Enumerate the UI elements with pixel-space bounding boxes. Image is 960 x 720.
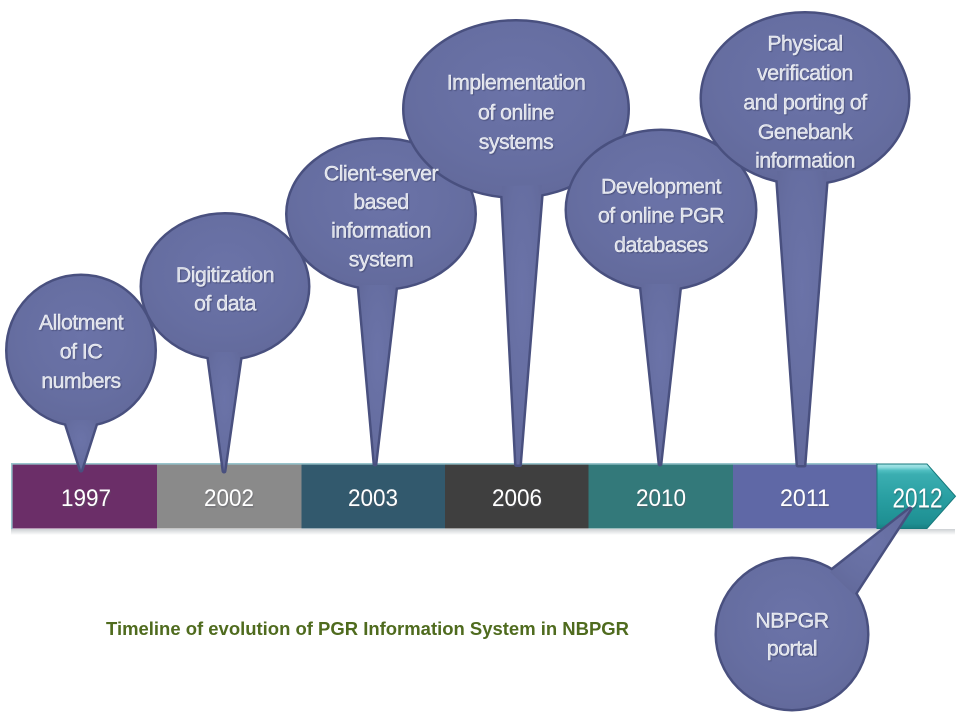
svg-text:information: information [331, 219, 431, 243]
svg-text:portal: portal [767, 637, 817, 661]
svg-text:information: information [755, 149, 855, 173]
svg-text:2012: 2012 [893, 483, 943, 514]
svg-text:Timeline of evolution of PGR I: Timeline of evolution of PGR Information… [106, 618, 629, 639]
svg-text:1997: 1997 [61, 485, 111, 512]
svg-text:numbers: numbers [41, 369, 120, 393]
svg-text:2003: 2003 [348, 485, 398, 512]
svg-text:of online PGR: of online PGR [598, 204, 724, 228]
svg-text:Physical: Physical [767, 32, 842, 56]
svg-text:Development: Development [601, 175, 722, 199]
svg-text:of online: of online [478, 101, 554, 125]
svg-text:2010: 2010 [636, 485, 686, 512]
svg-text:2002: 2002 [204, 485, 254, 512]
svg-text:2011: 2011 [780, 485, 830, 512]
svg-text:based: based [353, 190, 409, 214]
svg-text:Allotment: Allotment [39, 311, 124, 335]
svg-text:databases: databases [614, 233, 708, 257]
svg-text:systems: systems [479, 130, 554, 154]
svg-text:and porting of: and porting of [743, 91, 867, 115]
svg-text:verification: verification [757, 61, 853, 85]
svg-text:Implementation: Implementation [447, 71, 586, 95]
svg-text:Genebank: Genebank [758, 120, 853, 144]
svg-text:of data: of data [194, 292, 256, 316]
svg-text:system: system [349, 248, 413, 272]
svg-text:NBPGR: NBPGR [755, 609, 828, 633]
svg-text:of IC: of IC [60, 340, 103, 364]
svg-text:Client-server: Client-server [324, 162, 439, 186]
svg-text:Digitization: Digitization [176, 263, 274, 287]
svg-text:2006: 2006 [492, 485, 542, 512]
